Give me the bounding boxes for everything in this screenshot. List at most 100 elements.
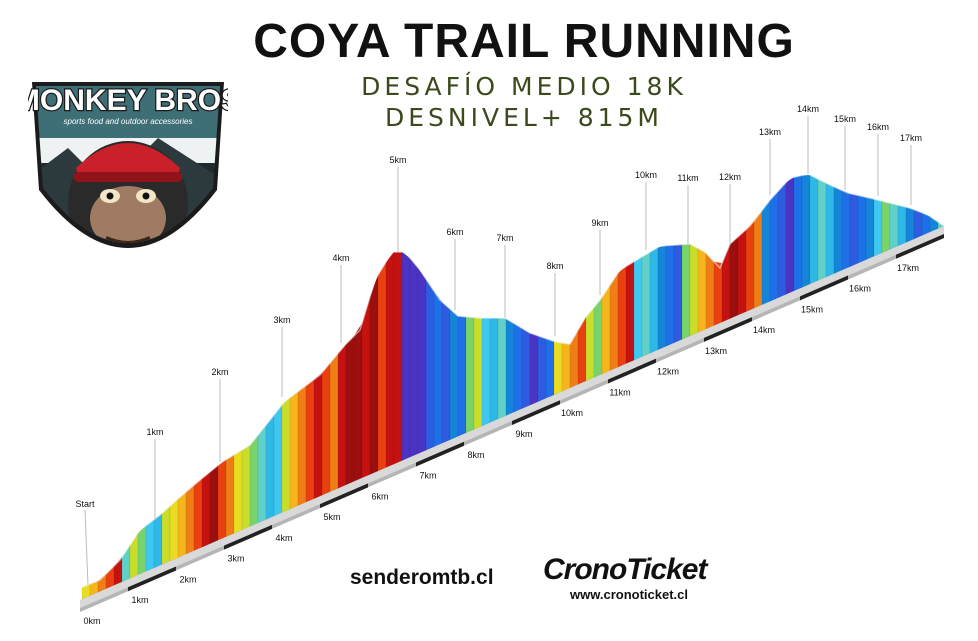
- base-km-label: 9km: [515, 429, 532, 439]
- profile-slice: [809, 174, 819, 285]
- profile-slice: [761, 199, 771, 306]
- peak-km-label: 10km: [635, 170, 657, 180]
- profile-slice: [185, 484, 195, 555]
- profile-slice: [385, 251, 395, 468]
- base-km-label: 5km: [323, 512, 340, 522]
- profile-slice: [705, 252, 715, 330]
- profile-base-slab: [80, 226, 944, 608]
- profile-slice: [257, 424, 267, 524]
- profile-slice: [217, 459, 227, 541]
- base-km-label: 0km: [83, 616, 100, 626]
- km-segment: [224, 524, 272, 550]
- peak-km-label: 14km: [797, 104, 819, 114]
- base-km-label: 4km: [275, 533, 292, 543]
- profile-slice: [97, 573, 107, 593]
- peak-km-label: 6km: [446, 227, 463, 237]
- profile-slice: [417, 266, 427, 455]
- logo-tagline: sports food and outdoor accessories: [64, 117, 193, 126]
- profile-slice: [209, 464, 219, 545]
- profile-slice: [297, 385, 307, 507]
- peak-km-label: 15km: [834, 114, 856, 124]
- profile-slice: [609, 272, 619, 371]
- profile-slice: [473, 317, 483, 430]
- base-km-label: 7km: [419, 471, 436, 481]
- profile-slice: [425, 278, 435, 451]
- base-km-label: 3km: [227, 554, 244, 564]
- profile-slice: [841, 189, 851, 271]
- profile-slice: [177, 491, 187, 558]
- base-km-label: 6km: [371, 491, 388, 501]
- profile-slice: [441, 301, 451, 444]
- profile-slice: [305, 379, 315, 503]
- base-km-label: 11km: [609, 387, 630, 397]
- profile-slice: [649, 246, 659, 354]
- start-label: Start: [75, 499, 95, 509]
- profile-slice: [201, 471, 211, 548]
- profile-slice: [817, 178, 827, 281]
- profile-slice: [897, 204, 907, 247]
- profile-slice: [865, 196, 875, 261]
- base-km-label: 12km: [657, 367, 679, 377]
- km-segment: [416, 441, 464, 467]
- km-segment: [320, 483, 368, 509]
- profile-slice: [465, 316, 475, 434]
- profile-slice: [393, 251, 403, 465]
- km-segment: [512, 400, 560, 425]
- profile-slice: [625, 261, 635, 365]
- profile-slice: [273, 403, 283, 517]
- profile-slice: [713, 261, 723, 326]
- profile-slice: [481, 317, 491, 427]
- cronoticket-url[interactable]: www.cronoticket.cl: [570, 587, 688, 602]
- profile-slice: [361, 296, 371, 479]
- profile-slice: [681, 243, 691, 340]
- profile-slice: [545, 338, 555, 399]
- profile-slice: [569, 329, 579, 389]
- profile-slice: [233, 449, 243, 534]
- km-segment: [704, 317, 752, 342]
- km-segment: [128, 566, 176, 592]
- profile-slice: [585, 306, 595, 382]
- base-km-label: 17km: [897, 263, 919, 273]
- profile-slice: [241, 444, 251, 531]
- profile-slice: [785, 176, 795, 295]
- base-km-label: 16km: [849, 284, 871, 294]
- profile-slice: [377, 260, 387, 472]
- profile-slice: [673, 244, 683, 344]
- base-km-label: 8km: [467, 450, 484, 460]
- site-footer-link[interactable]: senderomtb.cl: [350, 566, 494, 589]
- start-leader-line: [84, 509, 89, 586]
- km-segment: [608, 358, 656, 384]
- profile-slice: [409, 257, 419, 458]
- profile-slice: [321, 362, 331, 496]
- profile-slice: [289, 391, 299, 510]
- profile-ridge: [79, 173, 945, 589]
- profile-slice: [601, 284, 611, 375]
- profile-slice: [833, 186, 843, 274]
- base-km-label: 1km: [131, 595, 148, 605]
- profile-slice: [793, 175, 803, 292]
- elevation-gain: DESNIVEL+ 815M: [385, 103, 663, 132]
- profile-slice: [633, 256, 643, 361]
- profile-slice: [849, 193, 859, 268]
- profile-slice: [665, 244, 675, 347]
- profile-slice: [433, 290, 443, 448]
- base-km-label: 13km: [705, 346, 727, 356]
- profile-slice: [657, 245, 667, 351]
- profile-slice: [249, 434, 259, 527]
- profile-slice: [769, 190, 779, 302]
- profile-slice: [153, 512, 163, 569]
- profile-slice: [513, 322, 523, 413]
- peak-km-label: 11km: [677, 173, 698, 183]
- base-km-label: 15km: [801, 304, 823, 314]
- profile-slice: [329, 352, 339, 493]
- profile-slice: [777, 181, 787, 299]
- km-segment: [896, 234, 944, 259]
- peak-km-label: 17km: [900, 133, 922, 143]
- profile-slice: [729, 236, 739, 320]
- profile-slice: [281, 396, 291, 513]
- profile-slice: [737, 229, 747, 316]
- race-category: DESAFÍO MEDIO 18K: [361, 72, 687, 101]
- profile-slice: [593, 296, 603, 378]
- profile-slice: [457, 315, 467, 437]
